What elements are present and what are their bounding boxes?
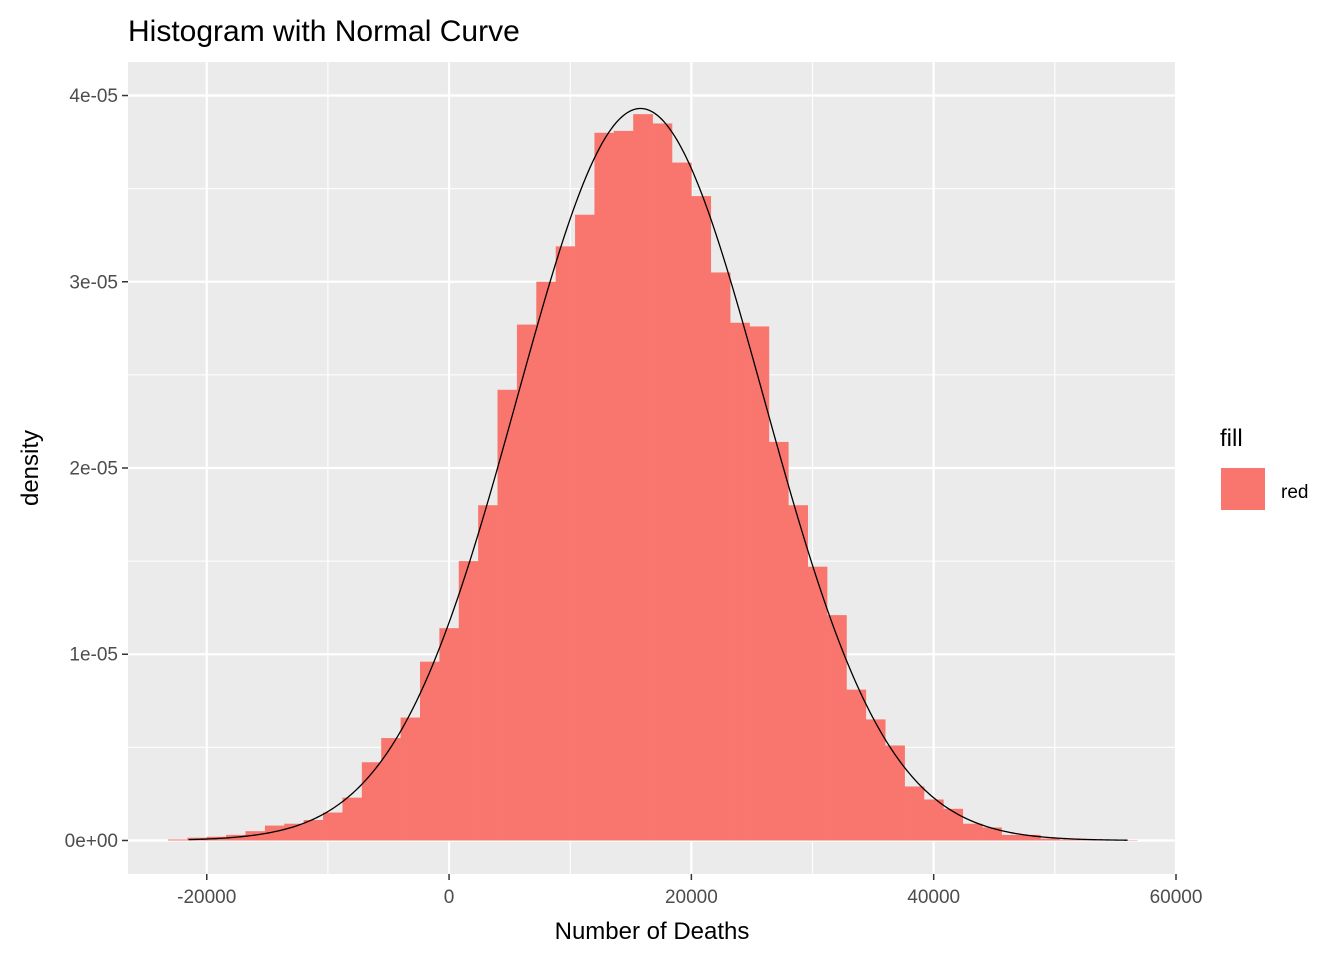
y-tick-label: 0e+00 — [65, 831, 118, 852]
histogram-bar — [497, 389, 518, 841]
y-axis-title: density — [17, 430, 44, 506]
x-tick-label: 60000 — [1150, 887, 1203, 908]
histogram-bar — [575, 214, 595, 841]
histogram-bar — [846, 689, 867, 841]
histogram-bar — [827, 615, 847, 841]
histogram-bar — [652, 123, 673, 841]
y-tick-label: 1e-05 — [69, 645, 118, 666]
histogram-bar — [167, 839, 188, 841]
histogram-bar — [691, 196, 712, 841]
histogram-bar — [749, 326, 770, 841]
histogram-bar — [323, 812, 343, 841]
histogram-bar — [671, 162, 692, 841]
legend: fill red — [1220, 425, 1308, 510]
histogram-bar — [594, 132, 615, 841]
histogram-bar — [303, 819, 324, 841]
histogram-bar — [943, 808, 964, 841]
histogram-bar — [923, 799, 944, 841]
histogram-bar — [1020, 834, 1041, 841]
histogram-bar — [1040, 838, 1060, 841]
y-axis-ticks: 0e+00 1e-05 2e-05 3e-05 4e-05 — [65, 86, 128, 852]
histogram-bar — [962, 823, 983, 841]
histogram-bar — [613, 130, 634, 841]
histogram-bar — [1001, 834, 1022, 841]
histogram-bar — [419, 661, 440, 841]
legend-title: fill — [1220, 425, 1243, 452]
histogram-bar — [439, 628, 460, 841]
histogram-bar — [885, 745, 905, 841]
histogram-bar — [904, 786, 925, 841]
x-tick-label: 40000 — [907, 887, 960, 908]
y-tick-label: 3e-05 — [69, 272, 118, 293]
histogram-bar — [264, 825, 285, 841]
x-tick-label: -20000 — [177, 887, 236, 908]
histogram-bar — [555, 246, 576, 841]
histogram-bar — [710, 272, 731, 841]
histogram-bar — [807, 566, 828, 841]
histogram-bar — [536, 281, 556, 841]
histogram-bar — [478, 505, 498, 841]
histogram-bar — [245, 831, 266, 841]
x-tick-label: 0 — [444, 887, 455, 908]
histogram-bar — [865, 719, 886, 841]
histogram-bar — [730, 322, 750, 841]
legend-key-red — [1221, 468, 1265, 510]
y-tick-label: 2e-05 — [69, 459, 118, 480]
histogram-bar — [516, 324, 537, 841]
y-tick-label: 4e-05 — [69, 86, 118, 107]
histogram-bar — [633, 114, 653, 841]
histogram-bar — [342, 797, 363, 841]
chart-title: Histogram with Normal Curve — [128, 15, 520, 48]
histogram-bar — [400, 717, 421, 841]
histogram-bar — [1059, 839, 1080, 841]
x-axis-ticks: -20000 0 20000 40000 60000 — [177, 874, 1202, 908]
x-axis-title: Number of Deaths — [555, 918, 750, 945]
normal-curve-line — [188, 107, 1128, 841]
histogram-bar — [361, 762, 382, 841]
histogram-bar — [788, 505, 808, 841]
histogram-bars — [167, 114, 1138, 841]
histogram-bar — [458, 561, 479, 841]
x-tick-label: 20000 — [665, 887, 718, 908]
histogram-bar — [381, 738, 401, 841]
legend-label-red: red — [1281, 482, 1308, 503]
histogram-bar — [768, 441, 789, 841]
histogram-bar — [982, 827, 1002, 841]
